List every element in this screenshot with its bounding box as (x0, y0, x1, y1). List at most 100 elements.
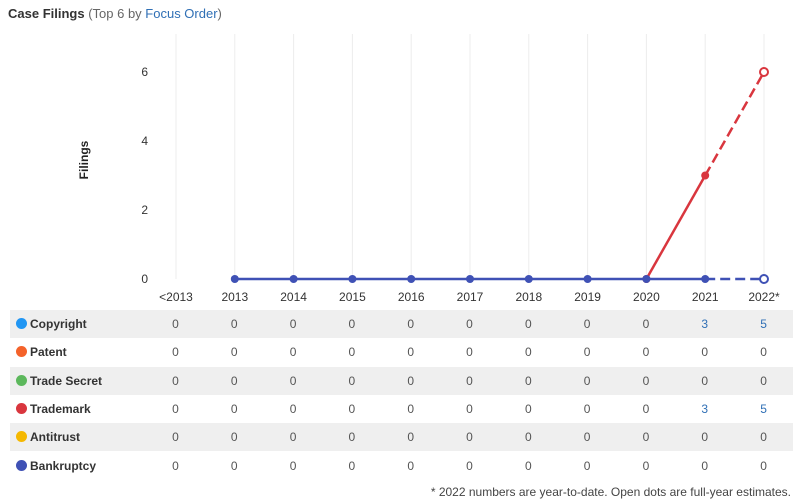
table-cell: 0 (230, 373, 238, 388)
table-cell: 0 (407, 430, 414, 445)
series-label: Bankruptcy (10, 451, 146, 479)
table-cell: 0 (524, 458, 532, 473)
table-cell: 0 (760, 373, 767, 388)
series-label: Trademark (10, 395, 146, 423)
table-cell: 0 (760, 458, 767, 473)
table-cell: 0 (642, 345, 650, 360)
table-cell: 5 (734, 395, 793, 423)
table-row: Bankruptcy 0 0 0 0 0 0 0 0 0 0 0 (10, 451, 793, 479)
filings-table: Copyright 0 0 0 0 0 0 0 0 0 3 5 Patent 0 0 0 0 0 0 0 0 0 0 0 Tra… (10, 310, 793, 480)
table-cell: 0 (407, 458, 414, 473)
x-tick-label: <2013 (159, 290, 193, 304)
legend-dot-icon (16, 374, 27, 386)
table-cell: 0 (172, 402, 179, 417)
chart-title-main: Case Filings (8, 6, 85, 21)
table-cell: 0 (642, 458, 650, 473)
series-name: Trademark (30, 402, 91, 417)
table-cell: 0 (172, 373, 179, 388)
legend-dot-icon (16, 431, 27, 443)
table-cell: 0 (230, 317, 238, 332)
series-estimate-line-trademark (704, 71, 766, 177)
chart-subtitle-suffix: ) (217, 6, 222, 21)
data-point (407, 275, 416, 283)
table-row: Patent 0 0 0 0 0 0 0 0 0 0 0 (10, 338, 793, 366)
series-label: Trade Secret (10, 367, 146, 395)
table-row: Trademark 0 0 0 0 0 0 0 0 0 3 5 (10, 395, 793, 423)
table-cell: 0 (701, 345, 709, 360)
series-name: Trade Secret (30, 373, 103, 388)
table-cell: 0 (642, 373, 650, 388)
table-cell: 0 (172, 458, 179, 473)
table-cell: 0 (701, 430, 709, 445)
series-name: Copyright (30, 317, 87, 332)
series-name: Bankruptcy (30, 458, 97, 473)
table-cell: 0 (289, 402, 297, 417)
series-name: Patent (30, 345, 67, 360)
table-cell: 0 (760, 345, 767, 360)
table-cell: 0 (289, 373, 297, 388)
table-cell: 0 (466, 402, 473, 417)
x-tick-label: 2022* (748, 290, 780, 304)
filings-line-chart: 0 2 4 6 Filings <2013 2013 2014 2015 2016 2017 2018… (77, 34, 780, 304)
table-cell: 0 (348, 430, 356, 445)
y-tick-label: 4 (141, 134, 148, 148)
legend-dot-icon (16, 346, 27, 358)
chart-title: Case Filings (Top 6 by Focus Order) (8, 6, 222, 21)
data-point (348, 275, 357, 283)
table-cell: 0 (466, 317, 473, 332)
table-cell: 0 (466, 373, 473, 388)
legend-dot-icon (16, 459, 27, 471)
table-cell: 0 (760, 430, 767, 445)
focus-order-link[interactable]: Focus Order (145, 6, 218, 21)
table-cell: 0 (348, 345, 356, 360)
table-cell: 5 (734, 310, 793, 338)
series-line-trademark (645, 174, 707, 280)
filing-count-link[interactable]: 5 (760, 317, 767, 332)
table-cell: 0 (583, 373, 591, 388)
estimate-point (759, 274, 769, 284)
table-cell: 0 (701, 458, 709, 473)
table-cell: 0 (289, 317, 297, 332)
x-tick-label: 2015 (339, 290, 366, 304)
table-cell: 0 (407, 345, 414, 360)
x-tick-label: 2021 (692, 290, 719, 304)
table-cell: 0 (289, 430, 297, 445)
table-cell: 0 (583, 345, 591, 360)
table-cell: 0 (230, 402, 238, 417)
table-cell: 0 (642, 430, 650, 445)
filing-count-link[interactable]: 5 (760, 402, 767, 417)
series-label: Patent (10, 338, 146, 366)
table-cell: 0 (172, 430, 179, 445)
x-tick-label: 2013 (221, 290, 248, 304)
table-cell: 0 (524, 345, 532, 360)
table-cell: 0 (230, 430, 238, 445)
table-cell: 0 (583, 430, 591, 445)
data-point (524, 275, 533, 283)
x-tick-label: 2019 (574, 290, 601, 304)
table-cell: 0 (289, 458, 297, 473)
table-cell: 0 (466, 458, 473, 473)
table-cell: 0 (524, 402, 532, 417)
data-point (583, 275, 592, 283)
table-cell: 0 (407, 402, 414, 417)
table-cell: 0 (524, 430, 532, 445)
table-cell: 0 (524, 317, 532, 332)
data-point (701, 275, 710, 283)
data-point (466, 275, 474, 283)
y-tick-label: 0 (141, 272, 148, 286)
table-cell: 0 (583, 458, 591, 473)
data-point (701, 171, 710, 180)
table-cell: 0 (348, 458, 356, 473)
table-cell: 0 (289, 345, 297, 360)
filing-count-link[interactable]: 3 (701, 402, 709, 417)
table-cell: 0 (230, 458, 238, 473)
y-tick-label: 6 (141, 65, 148, 79)
table-cell: 3 (675, 310, 734, 338)
table-cell: 0 (348, 317, 356, 332)
table-cell: 0 (348, 373, 356, 388)
table-cell: 0 (407, 373, 414, 388)
filing-count-link[interactable]: 3 (701, 317, 709, 332)
table-cell: 3 (675, 395, 734, 423)
table-cell: 0 (701, 373, 709, 388)
table-cell: 0 (583, 317, 591, 332)
